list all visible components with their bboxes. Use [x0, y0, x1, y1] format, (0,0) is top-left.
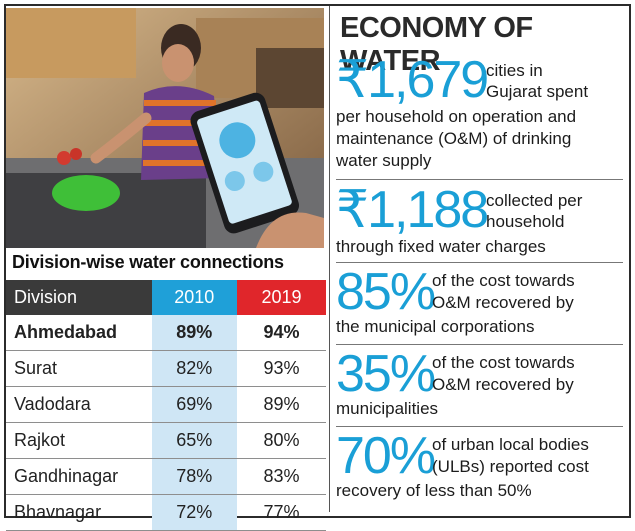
stat-text-line: water supply	[336, 151, 432, 170]
header-2010: 2010	[151, 280, 237, 315]
column-divider	[329, 6, 330, 512]
cell-2010: 69%	[151, 386, 237, 423]
cell-2019: 93%	[236, 350, 326, 387]
stat-separator	[336, 344, 623, 345]
stat-text-line: of the cost towards	[432, 353, 575, 372]
water-connections-table: Division 2010 2019 Ahmedabad 89% 94% Sur…	[6, 280, 326, 531]
stat-separator	[336, 262, 623, 263]
stat-text-line: municipalities	[336, 399, 439, 418]
cell-division: Bhavnagar	[6, 494, 152, 531]
stat-value: ₹1,188	[336, 181, 489, 239]
stat-municipal-corporations: 85% of the cost towards O&M recovered by…	[336, 266, 626, 342]
cell-division: Gandhinagar	[6, 458, 152, 495]
stat-collected-per-household: ₹1,188 collected per household through f…	[336, 184, 626, 260]
stat-value: ₹1,679	[336, 51, 489, 109]
stat-text-line: per household on operation and	[336, 107, 577, 126]
cell-2019: 77%	[236, 494, 326, 531]
stat-text-line: through fixed water charges	[336, 237, 546, 256]
cell-division: Vadodara	[6, 386, 152, 423]
stat-separator	[336, 426, 623, 427]
stat-text-line: of urban local bodies	[432, 435, 589, 454]
stat-value: 85%	[336, 263, 436, 321]
header-2019: 2019	[236, 280, 326, 315]
stat-urban-local-bodies: 70% of urban local bodies (ULBs) reporte…	[336, 430, 626, 510]
economy-title: ECONOMY OF WATER	[340, 12, 533, 77]
stat-text-line: O&M recovered by	[432, 293, 574, 312]
cell-2019: 89%	[236, 386, 326, 423]
table-row: Rajkot 65% 80%	[6, 422, 326, 459]
stat-text-line: O&M recovered by	[432, 375, 574, 394]
cell-2019: 80%	[236, 422, 326, 459]
stat-text-line: of the cost towards	[432, 271, 575, 290]
table-row: Vadodara 69% 89%	[6, 386, 326, 423]
table-row: Ahmedabad 89% 94%	[6, 315, 326, 351]
table-row: Surat 82% 93%	[6, 350, 326, 387]
table-row: Bhavnagar 72% 77%	[6, 494, 326, 531]
stat-text-line: household	[486, 212, 565, 231]
stat-text-line: the municipal corporations	[336, 317, 535, 336]
cell-division: Rajkot	[6, 422, 152, 459]
photo-woman-with-phone	[6, 8, 324, 248]
cell-2010: 72%	[151, 494, 237, 531]
stat-text-line: cities in	[486, 61, 543, 80]
cell-division: Surat	[6, 350, 152, 387]
stat-value: 70%	[336, 427, 436, 485]
cell-2019: 83%	[236, 458, 326, 495]
table-row: Gandhinagar 78% 83%	[6, 458, 326, 495]
cell-2010: 78%	[151, 458, 237, 495]
table-title: Division-wise water connections	[12, 252, 284, 272]
cell-division: Ahmedabad	[6, 315, 152, 351]
stat-text-line: (ULBs) reported cost	[432, 457, 589, 476]
header-division: Division	[6, 280, 152, 315]
stat-spend-per-household: ₹1,679 cities in Gujarat spent per house…	[336, 54, 626, 184]
stat-text-line: maintenance (O&M) of drinking	[336, 129, 572, 148]
cell-2019: 94%	[236, 315, 326, 351]
stat-text-line: Gujarat spent	[486, 82, 589, 101]
cell-2010: 82%	[151, 350, 237, 387]
table-header-row: Division 2010 2019	[6, 280, 326, 315]
stat-separator	[336, 179, 623, 180]
stat-text-line: collected per	[486, 191, 583, 210]
cell-2010: 65%	[151, 422, 237, 459]
cell-2010: 89%	[151, 315, 237, 351]
stat-value: 35%	[336, 345, 436, 403]
stat-municipalities: 35% of the cost towards O&M recovered by…	[336, 348, 626, 424]
stat-text-line: recovery of less than 50%	[336, 481, 532, 500]
